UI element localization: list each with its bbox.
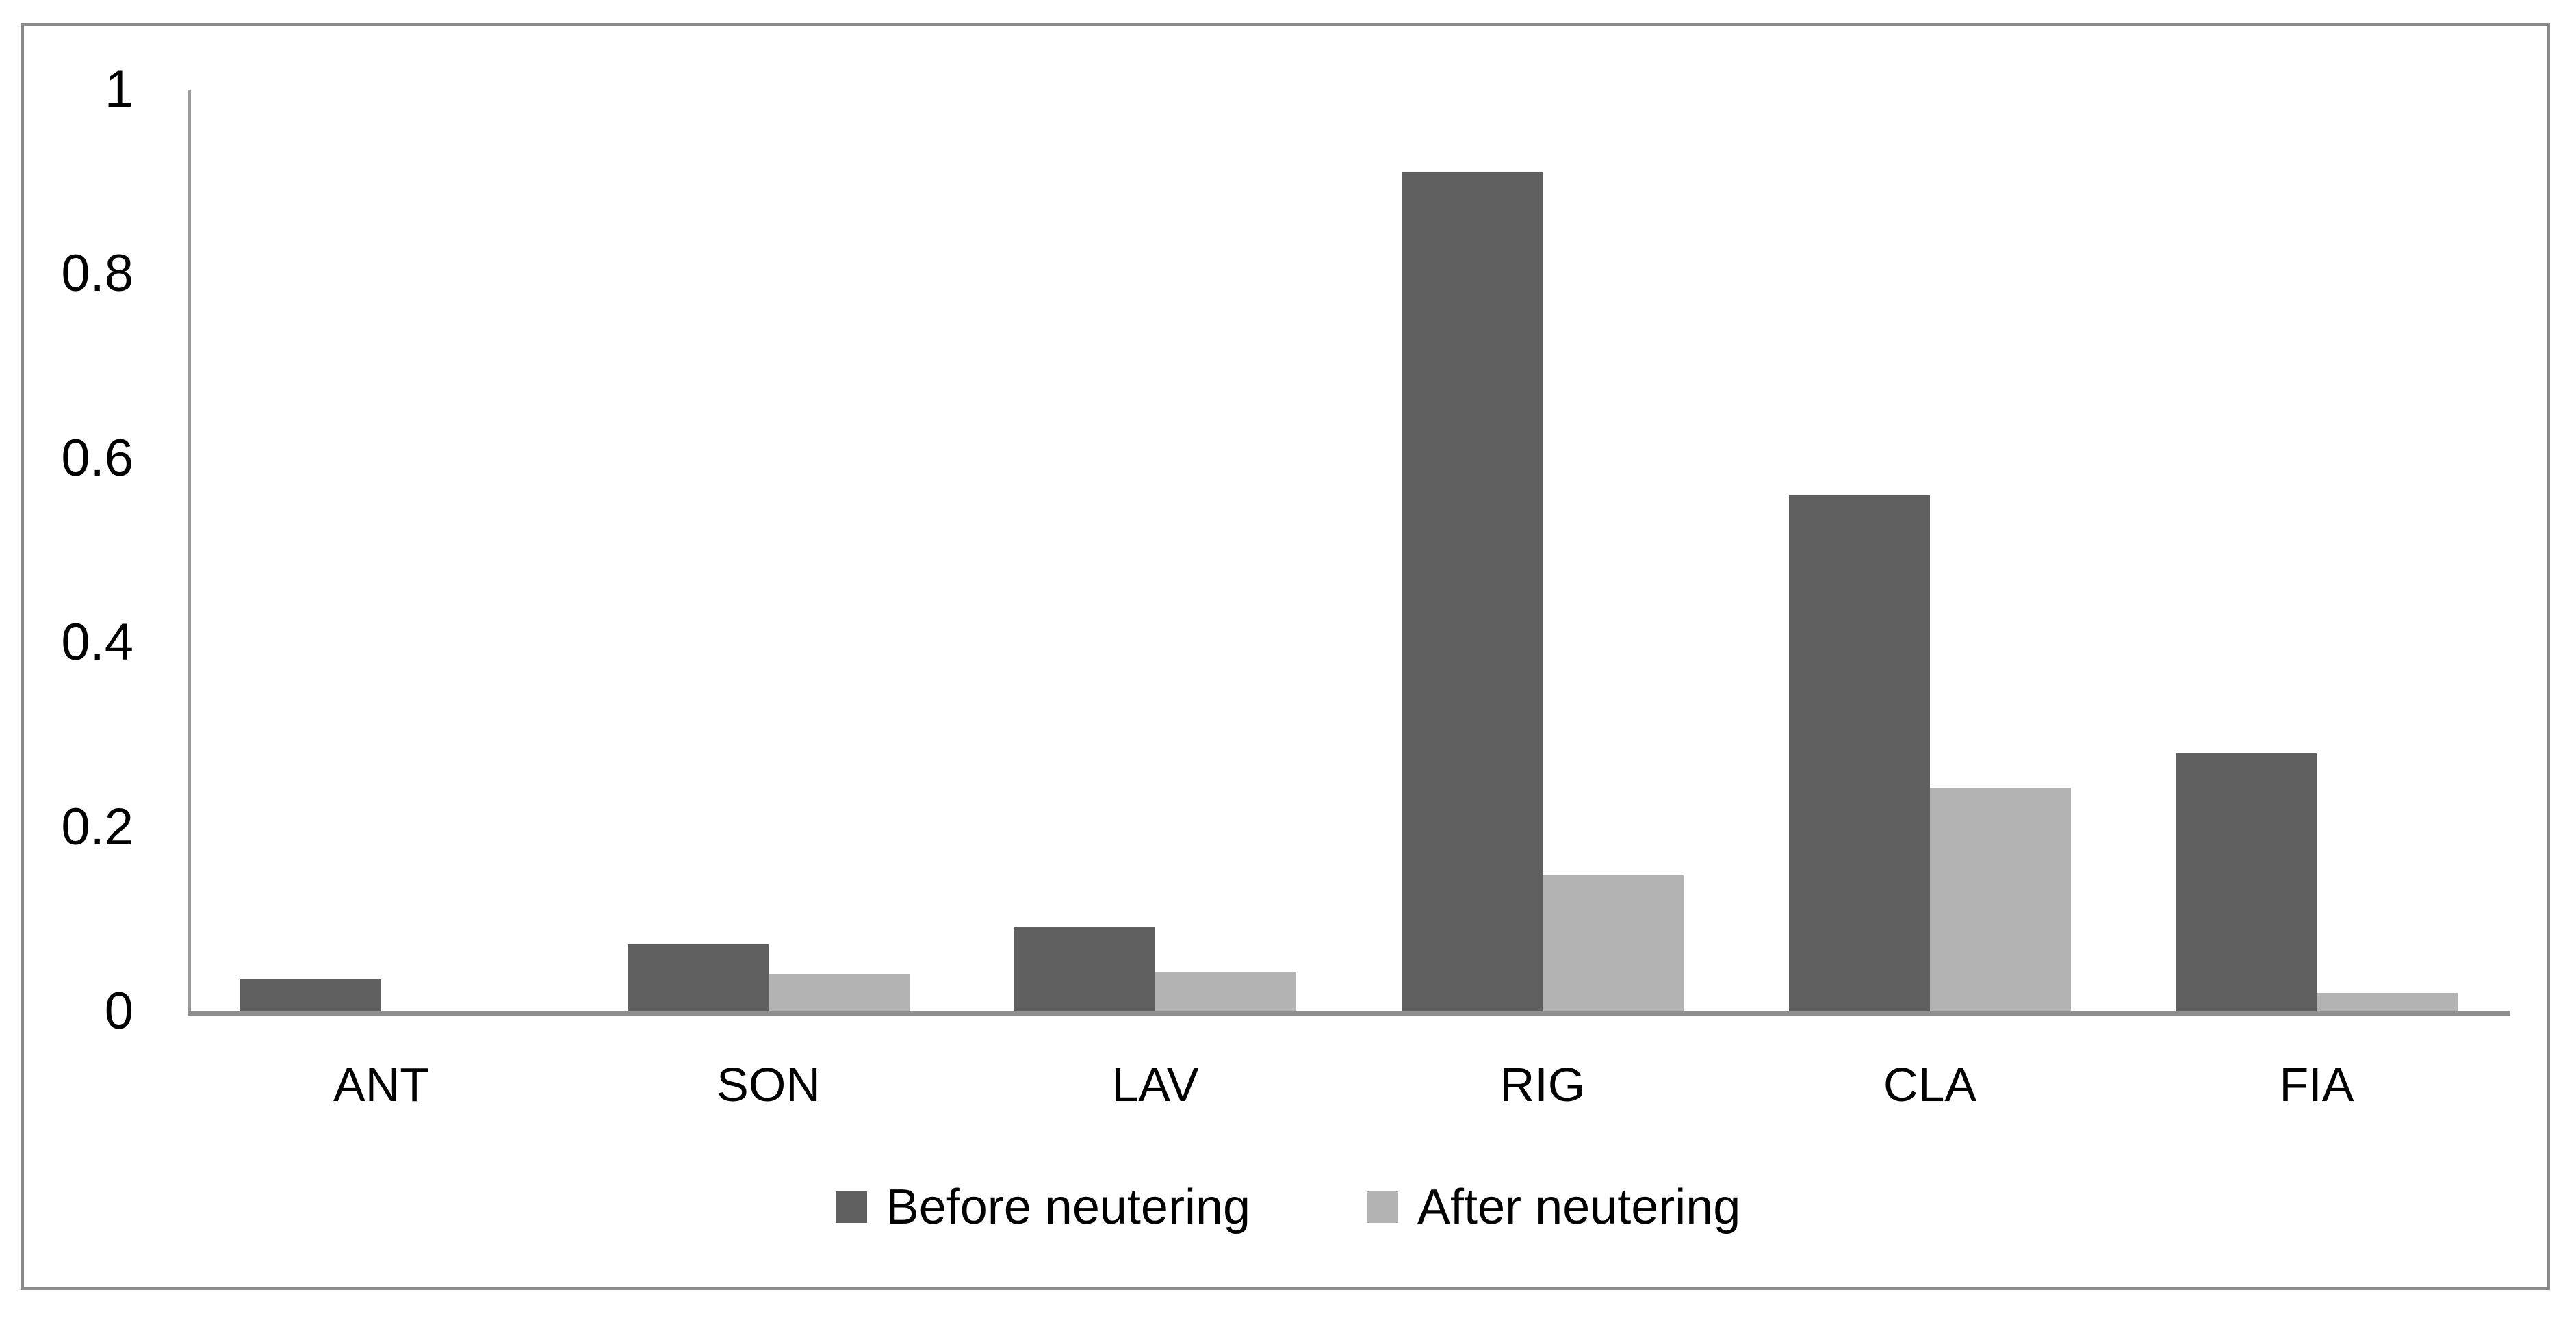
y-axis-tick-label: 0.8 bbox=[61, 244, 133, 303]
bar-fia-after bbox=[2317, 993, 2458, 1011]
x-axis-category-label: SON bbox=[717, 1058, 821, 1111]
bar-cla-after bbox=[1930, 788, 2071, 1011]
bar-son-after bbox=[769, 974, 910, 1011]
legend-swatch-icon bbox=[835, 1191, 867, 1223]
x-axis-category-label: CLA bbox=[1883, 1058, 1977, 1111]
x-axis-category-label: FIA bbox=[2279, 1058, 2354, 1111]
chart-legend: Before neutering After neutering bbox=[0, 1183, 2576, 1232]
x-axis-line bbox=[188, 1011, 2510, 1016]
legend-item-before-neutering: Before neutering bbox=[835, 1180, 1251, 1235]
legend-swatch-icon bbox=[1367, 1191, 1399, 1223]
y-axis-tick-label: 0.6 bbox=[61, 428, 133, 487]
bar-rig-after bbox=[1543, 875, 1684, 1011]
bar-ant-before bbox=[240, 979, 381, 1011]
legend-label: After neutering bbox=[1417, 1180, 1741, 1235]
y-axis-tick-label: 0 bbox=[104, 982, 133, 1040]
chart-outer-frame bbox=[21, 23, 2550, 1290]
bar-rig-before bbox=[1402, 172, 1543, 1011]
y-axis-tick-label: 0.2 bbox=[61, 797, 133, 856]
legend-item-after-neutering: After neutering bbox=[1367, 1183, 1740, 1232]
bar-lav-before bbox=[1014, 927, 1155, 1011]
legend-label: Before neutering bbox=[886, 1180, 1251, 1235]
x-axis-category-label: ANT bbox=[333, 1058, 429, 1111]
x-axis-category-label: RIG bbox=[1499, 1058, 1586, 1111]
bar-son-before bbox=[628, 944, 769, 1011]
y-axis-line bbox=[188, 90, 191, 1011]
y-axis-tick-label: 0.4 bbox=[61, 613, 133, 672]
bar-lav-after bbox=[1155, 972, 1296, 1011]
bar-fia-before bbox=[2176, 753, 2317, 1011]
x-axis-category-label: LAV bbox=[1111, 1058, 1199, 1111]
y-axis-tick-label: 1 bbox=[104, 60, 133, 118]
bar-cla-before bbox=[1789, 495, 1930, 1011]
